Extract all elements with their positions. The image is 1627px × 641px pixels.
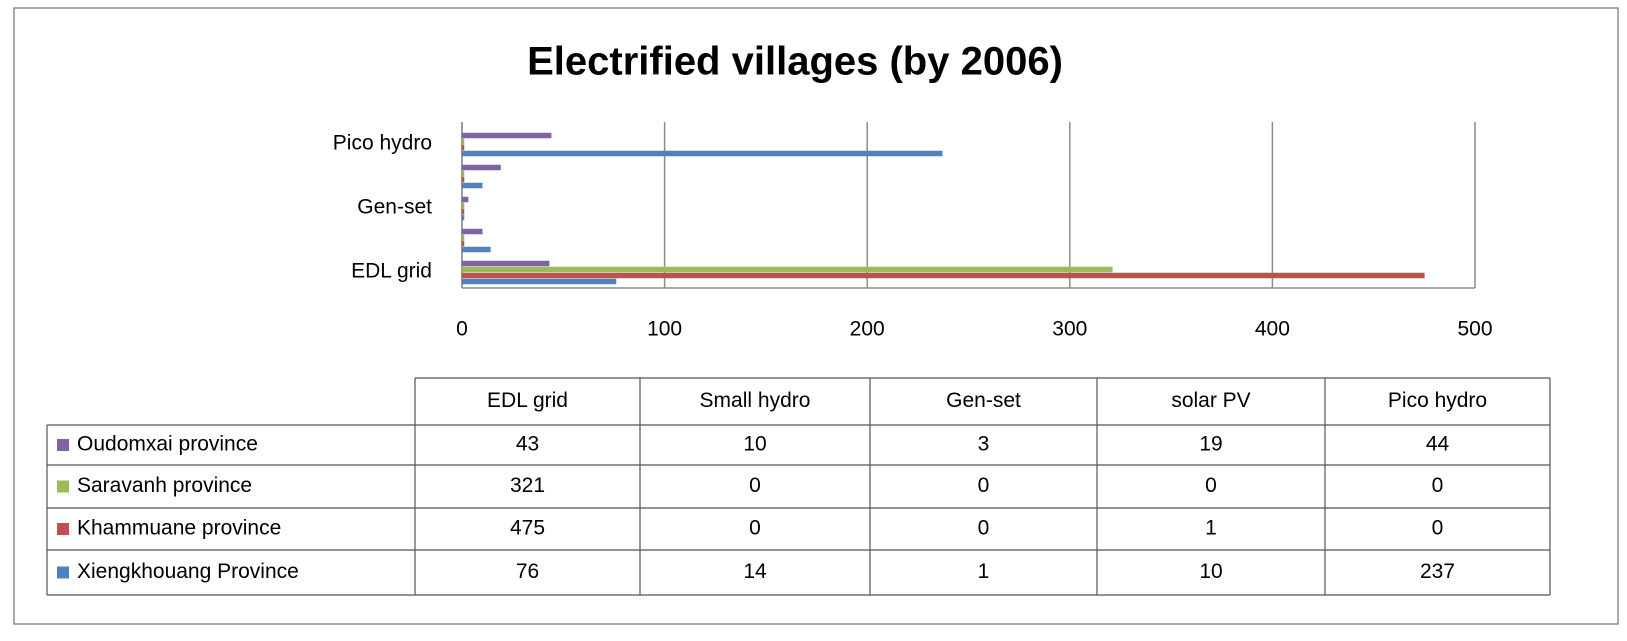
x-tick-label: 500: [1457, 318, 1492, 341]
y-tick-label: EDL grid: [351, 260, 432, 283]
bar: [461, 214, 465, 221]
legend-label: Oudomxai province: [77, 433, 258, 456]
chart-frame: [13, 7, 1619, 625]
table-cell: 19: [1199, 433, 1222, 456]
bar: [461, 272, 1425, 279]
bar: [461, 164, 501, 171]
bar: [461, 246, 491, 253]
chart-title: Electrified villages (by 2006): [527, 40, 1063, 84]
table-cell: 10: [1199, 560, 1222, 583]
x-tick-label: 200: [850, 318, 885, 341]
table-header: Gen-set: [946, 389, 1021, 412]
bar: [461, 170, 465, 177]
bar: [461, 176, 465, 183]
legend-label: Xiengkhouang Province: [77, 560, 299, 583]
bar: [461, 228, 483, 235]
table-cell: 0: [749, 474, 761, 497]
table-cell: 44: [1426, 433, 1450, 456]
legend-label: Saravanh province: [77, 474, 252, 497]
table-header: solar PV: [1171, 389, 1250, 412]
table-cell: 321: [510, 474, 545, 497]
bar: [461, 278, 617, 285]
table-cell: 14: [743, 560, 767, 583]
x-tick-label: 100: [647, 318, 682, 341]
table-header: Pico hydro: [1388, 389, 1487, 412]
y-tick-label: Gen-set: [357, 196, 432, 219]
table-header: EDL grid: [487, 389, 568, 412]
table-header: Small hydro: [700, 389, 811, 412]
bar: [461, 202, 465, 209]
x-tick-label: 300: [1052, 318, 1087, 341]
bar: [461, 240, 465, 247]
table-cell: 0: [749, 517, 761, 540]
bar: [461, 138, 465, 145]
table-cell: 10: [743, 433, 766, 456]
x-tick-label: 400: [1255, 318, 1290, 341]
legend-key: [57, 566, 69, 579]
bar: [461, 208, 465, 215]
bar: [461, 150, 943, 157]
x-tick-label: 0: [456, 318, 468, 341]
table-cell: 237: [1420, 560, 1455, 583]
table-cell: 76: [516, 560, 539, 583]
bar: [461, 132, 552, 139]
legend-key: [57, 439, 69, 451]
table-cell: 0: [978, 517, 990, 540]
legend-label: Khammuane province: [77, 517, 281, 540]
table-cell: 475: [510, 517, 545, 540]
y-tick-label: Pico hydro: [333, 132, 432, 155]
bar: [461, 182, 483, 189]
bar: [461, 260, 550, 267]
bar: [461, 234, 465, 241]
legend-key: [57, 480, 69, 493]
table-cell: 0: [1432, 517, 1444, 540]
table-cell: 43: [516, 433, 539, 456]
bar: [461, 196, 469, 203]
table-cell: 3: [978, 433, 990, 456]
table-cell: 0: [978, 474, 990, 497]
bar: [461, 266, 1113, 273]
legend-key: [57, 523, 69, 535]
bar: [461, 144, 465, 151]
table-cell: 0: [1432, 474, 1444, 497]
table-cell: 0: [1205, 474, 1217, 497]
table-cell: 1: [978, 560, 990, 583]
table-cell: 1: [1205, 517, 1217, 540]
